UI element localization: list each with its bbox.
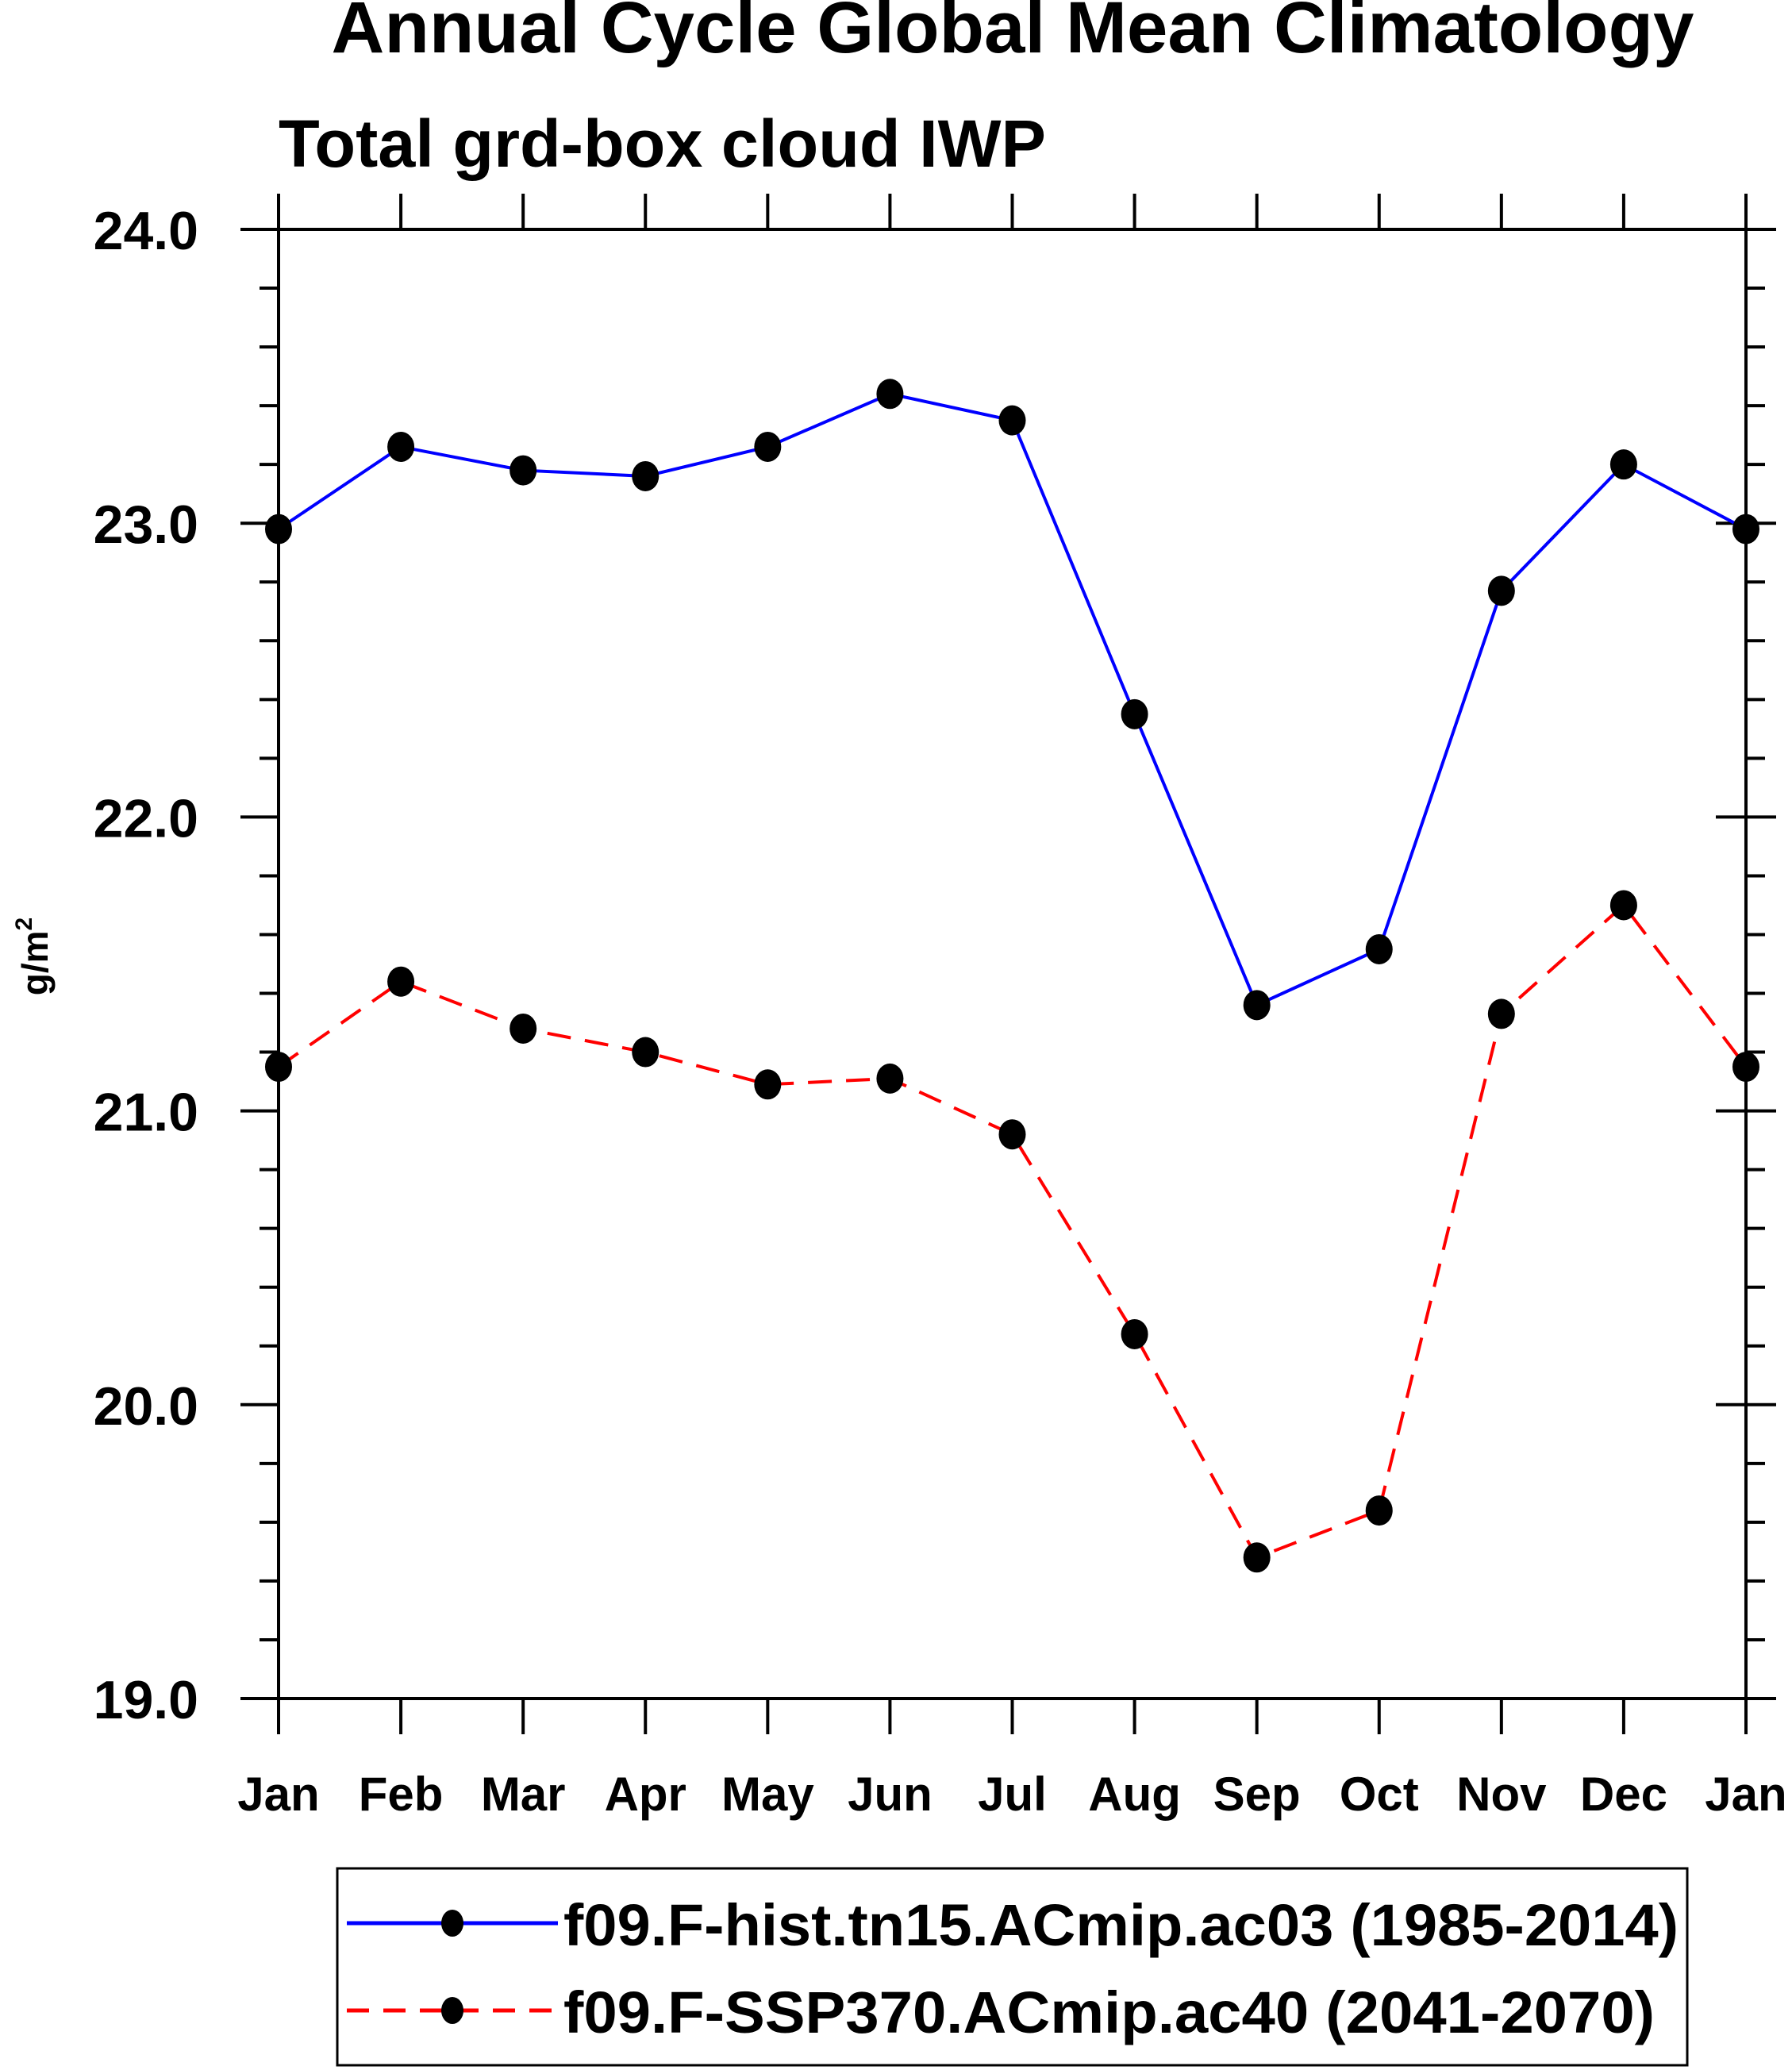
data-point-0 — [632, 460, 660, 491]
data-point-1 — [510, 1013, 537, 1044]
axes: Jan Feb Mar Apr May Jun Jul Aug Sep Oct Nov Dec Jan 1… — [94, 194, 1787, 1821]
data-point-1 — [1365, 1495, 1393, 1526]
data-point-0 — [265, 514, 292, 544]
data-point-0 — [1609, 449, 1637, 480]
x-tick-label: Dec — [1580, 1768, 1667, 1821]
y-tick-label: 21.0 — [94, 1083, 198, 1143]
y-tick-label: 24.0 — [94, 201, 198, 261]
data-point-1 — [1121, 1318, 1148, 1349]
x-tick-label: Jan — [237, 1768, 319, 1821]
series-group — [265, 379, 1759, 1573]
x-tick-label: Jun — [848, 1768, 933, 1821]
legend-label-0: f09.F-hist.tn15.ACmip.ac03 (1985-2014) — [563, 1892, 1679, 1958]
x-tick-label: Jul — [978, 1768, 1047, 1821]
legend-label-1: f09.F-SSP370.ACmip.ac40 (2041-2070) — [563, 1980, 1655, 2045]
data-point-1 — [1487, 998, 1515, 1029]
y-axis-label-superscript: 2 — [11, 918, 37, 931]
chart-title: Annual Cycle Global Mean Climatology — [332, 0, 1694, 68]
y-tick-label: 22.0 — [94, 788, 198, 848]
x-tick-label: Oct — [1340, 1768, 1419, 1821]
legend-marker-1 — [441, 1997, 463, 2024]
data-point-1 — [876, 1063, 904, 1094]
data-point-0 — [754, 431, 782, 462]
legend-box — [336, 1867, 1689, 2067]
data-point-0 — [1243, 990, 1271, 1021]
data-point-0 — [876, 379, 904, 410]
data-point-1 — [1732, 1052, 1759, 1083]
y-axis-label-unit: g/m — [14, 930, 56, 995]
data-point-1 — [1243, 1542, 1271, 1573]
plot-frame — [277, 228, 1748, 1700]
data-point-0 — [1121, 698, 1148, 729]
x-tick-label: May — [721, 1768, 814, 1821]
data-point-0 — [1487, 575, 1515, 606]
x-tick-label: Apr — [605, 1768, 686, 1821]
data-point-1 — [1609, 890, 1637, 921]
x-tick-label: Feb — [359, 1768, 444, 1821]
data-point-1 — [754, 1069, 782, 1100]
chart-subtitle: Total grd-box cloud IWP — [279, 106, 1046, 181]
data-point-1 — [632, 1037, 660, 1068]
legend-marker-0 — [441, 1910, 463, 1937]
series-line-1 — [277, 902, 1748, 1560]
y-tick-label: 23.0 — [94, 494, 198, 555]
series-line-0 — [277, 392, 1747, 1008]
data-point-0 — [998, 405, 1026, 436]
data-point-1 — [998, 1119, 1026, 1150]
y-tick-label: 20.0 — [94, 1376, 198, 1437]
data-point-0 — [387, 431, 415, 462]
data-point-0 — [1365, 933, 1393, 964]
x-tick-label: Mar — [481, 1768, 566, 1821]
legend: f09.F-hist.tn15.ACmip.ac03 (1985-2014) f… — [336, 1867, 1689, 2067]
data-point-1 — [387, 966, 415, 997]
data-point-0 — [510, 455, 537, 486]
y-tick-label: 19.0 — [94, 1670, 198, 1730]
x-tick-label: Nov — [1456, 1768, 1547, 1821]
data-point-1 — [265, 1052, 292, 1083]
x-tick-label: Sep — [1213, 1768, 1301, 1821]
x-tick-label: Aug — [1088, 1768, 1181, 1821]
x-tick-label: Jan — [1705, 1768, 1786, 1821]
y-axis-label: g/m2 — [11, 918, 56, 995]
data-point-0 — [1732, 514, 1759, 544]
